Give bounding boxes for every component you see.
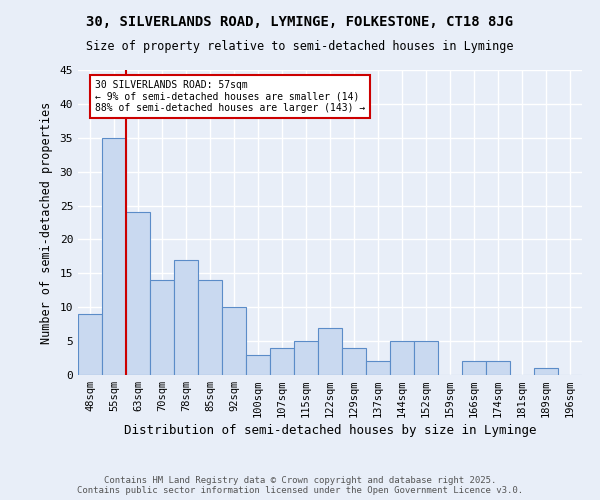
Bar bbox=[78, 314, 102, 375]
Text: 30 SILVERLANDS ROAD: 57sqm
← 9% of semi-detached houses are smaller (14)
88% of : 30 SILVERLANDS ROAD: 57sqm ← 9% of semi-… bbox=[95, 80, 365, 114]
Bar bbox=[126, 212, 150, 375]
Bar bbox=[246, 354, 270, 375]
Bar bbox=[318, 328, 342, 375]
Bar bbox=[102, 138, 126, 375]
Bar bbox=[342, 348, 366, 375]
Text: Size of property relative to semi-detached houses in Lyminge: Size of property relative to semi-detach… bbox=[86, 40, 514, 53]
Bar bbox=[174, 260, 198, 375]
Text: Contains HM Land Registry data © Crown copyright and database right 2025.
Contai: Contains HM Land Registry data © Crown c… bbox=[77, 476, 523, 495]
Bar bbox=[390, 341, 414, 375]
Bar bbox=[150, 280, 174, 375]
Y-axis label: Number of semi-detached properties: Number of semi-detached properties bbox=[40, 102, 53, 344]
Bar bbox=[462, 362, 486, 375]
Bar bbox=[270, 348, 294, 375]
Bar bbox=[222, 307, 246, 375]
Bar bbox=[198, 280, 222, 375]
Bar bbox=[414, 341, 438, 375]
Bar bbox=[366, 362, 390, 375]
Text: 30, SILVERLANDS ROAD, LYMINGE, FOLKESTONE, CT18 8JG: 30, SILVERLANDS ROAD, LYMINGE, FOLKESTON… bbox=[86, 15, 514, 29]
Bar bbox=[486, 362, 510, 375]
Bar bbox=[534, 368, 558, 375]
X-axis label: Distribution of semi-detached houses by size in Lyminge: Distribution of semi-detached houses by … bbox=[124, 424, 536, 438]
Bar bbox=[294, 341, 318, 375]
